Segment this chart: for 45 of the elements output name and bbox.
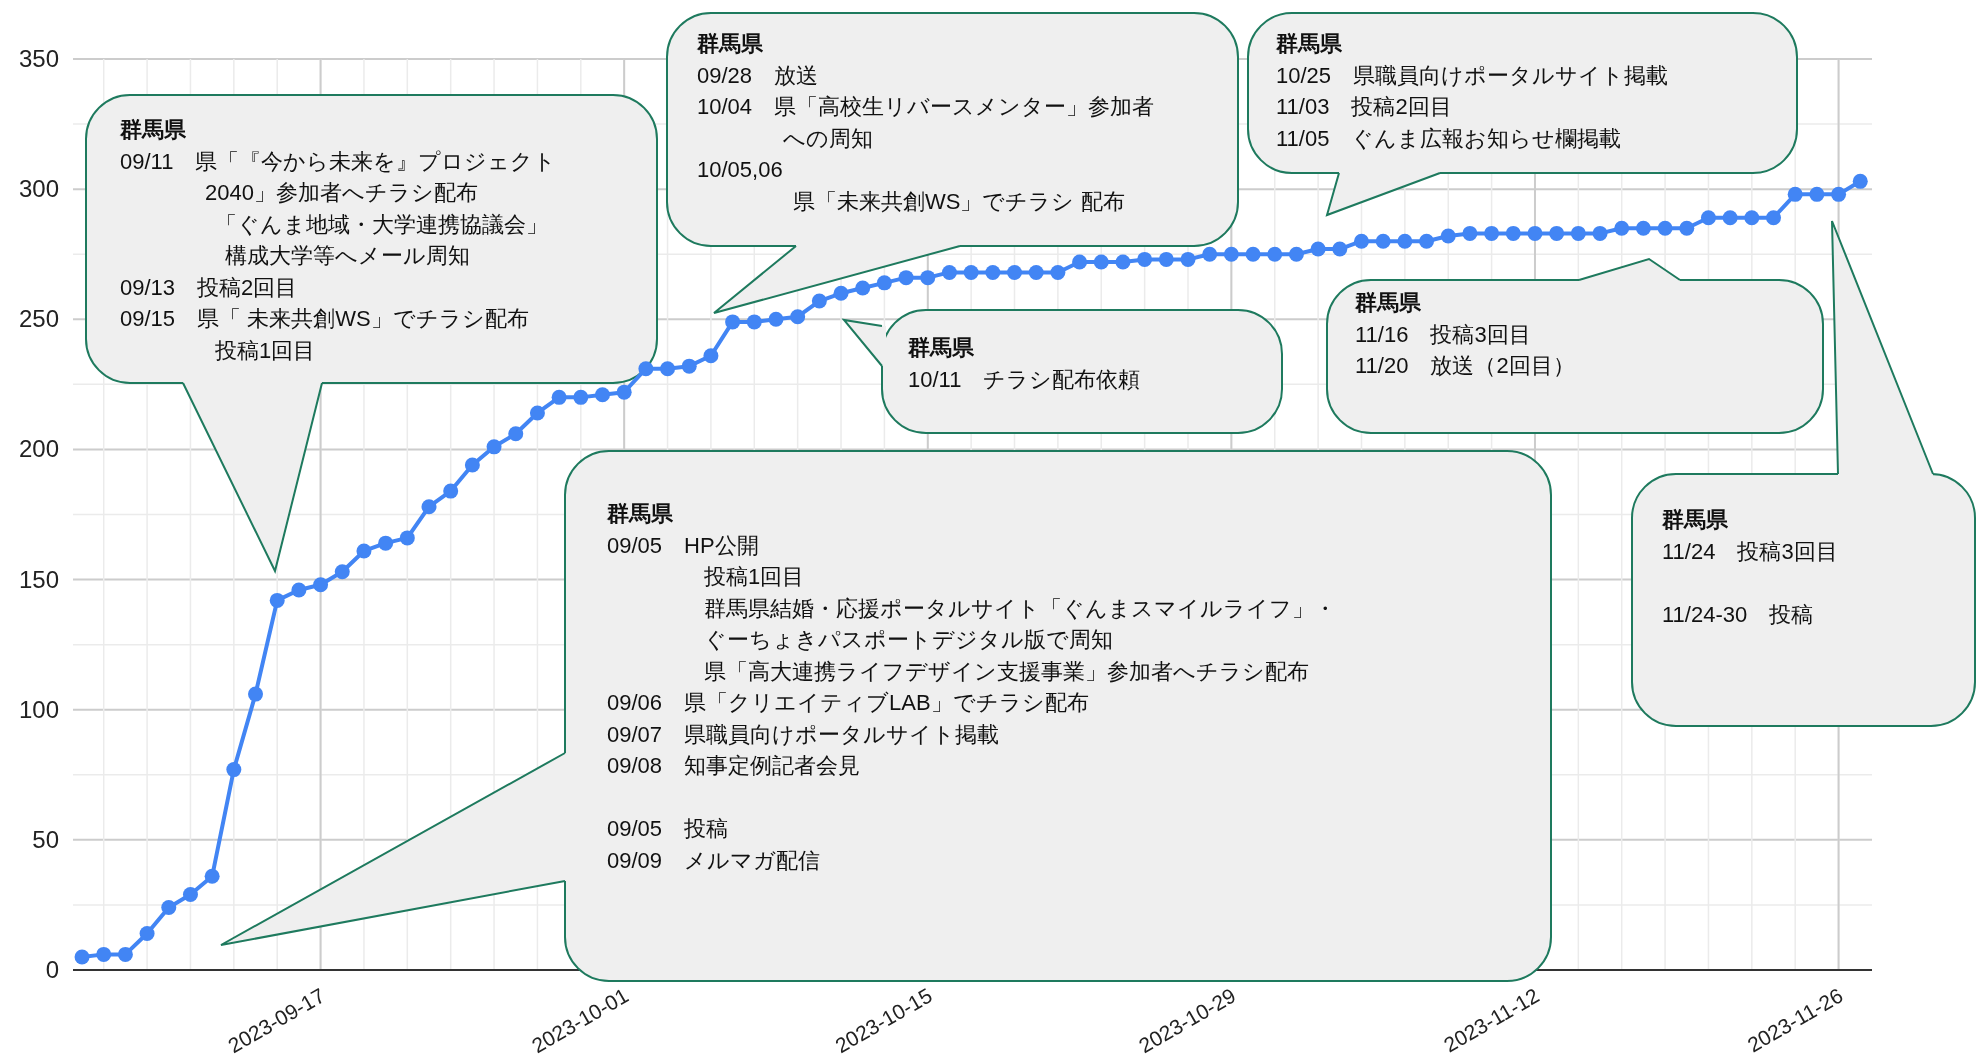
annotation: 10/04 県「高校生リバースメンター」参加者: [697, 94, 1155, 119]
annotation: への周知: [783, 125, 873, 151]
annotation: 11/03 投稿2回目: [1276, 94, 1452, 119]
annotation: 09/15 県「 未来共創WS」でチラシ配布: [120, 306, 529, 331]
annotation: 09/05 投稿: [607, 816, 729, 841]
annotation: 県「高大連携ライフデザイン支援事業」参加者へチラシ配布: [704, 658, 1309, 684]
annotation: 投稿1回目: [703, 564, 805, 589]
annotation: 09/28 放送: [697, 62, 819, 88]
y-tick-label: 150: [18, 565, 59, 593]
annotation: 09/13 投稿2回目: [120, 274, 298, 300]
annotation: 群馬県: [1354, 290, 1422, 315]
annotation: 群馬県: [606, 501, 674, 526]
annotation: 群馬県結婚・応援ポータルサイト「ぐんまスマイルライフ」・: [704, 595, 1336, 621]
annotation: 群馬県: [119, 117, 187, 142]
annotation: 10/25 県職員向けポータルサイト掲載: [1276, 62, 1669, 88]
annotation: 09/06 県「クリエイティブLAB」でチラシ配布: [607, 690, 1089, 715]
y-tick-label: 350: [18, 45, 59, 72]
y-tick-label: 250: [18, 305, 59, 333]
annotation: 09/09 メルマガ配信: [607, 847, 821, 873]
y-tick-label: 0: [45, 956, 59, 983]
annotation: 09/05 HP公開: [607, 532, 759, 558]
annotation: 11/05 ぐんま広報お知らせ欄掲載: [1276, 125, 1622, 151]
y-tick-label: 300: [18, 175, 59, 203]
annotation: 県「未来共創WS」でチラシ 配布: [793, 188, 1125, 214]
annotation: 11/24 投稿3回目: [1662, 538, 1838, 564]
y-tick-label: 100: [18, 695, 59, 723]
annotation: 09/08 知事定例記者会見: [607, 753, 861, 778]
text: 群馬県: [697, 31, 763, 56]
annotation: 09/07 県職員向けポータルサイト掲載: [607, 721, 1000, 747]
annotation: 構成大学等へメール周知: [225, 243, 470, 268]
annotation: 投稿1回目: [214, 337, 316, 363]
annotation: 09/11 県「『今から未来を』プロジェクト: [120, 148, 557, 174]
annotation: 2040」参加者へチラシ配布: [205, 180, 478, 205]
text: 群馬県: [1276, 31, 1342, 56]
annotation: 11/24-30 投稿: [1662, 601, 1814, 627]
annotation: 「ぐんま地域・大学連携協議会」: [215, 211, 548, 237]
annotation: 11/16 投稿3回目: [1355, 321, 1531, 347]
annotation: 10/11 チラシ配布依頼: [908, 366, 1141, 392]
y-tick-label: 200: [18, 435, 59, 463]
annotation: 群馬県: [1661, 507, 1729, 532]
annotation: 10/05,06: [697, 157, 783, 182]
annotation: 11/20 放送（2回目）: [1355, 353, 1575, 378]
annotation: ぐーちょきパスポートデジタル版で周知: [704, 627, 1113, 652]
y-tick-label: 50: [32, 825, 59, 853]
annotation: 群馬県: [907, 335, 975, 360]
